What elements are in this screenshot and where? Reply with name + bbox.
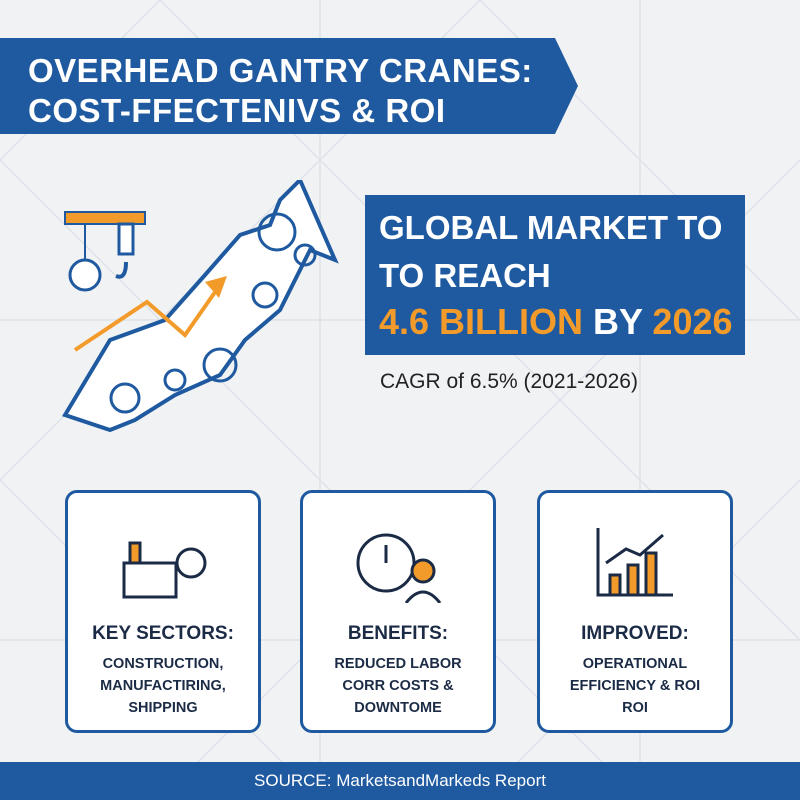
- card-line: MANUFACTIRING,: [100, 678, 226, 694]
- card: KEY SECTORS: CONSTRUCTION, MANUFACTIRING,…: [65, 490, 261, 733]
- headline-box: GLOBAL MARKET TO TO REACH 4.6 BILLION BY…: [365, 195, 745, 355]
- clock-worker-icon: [356, 533, 442, 603]
- title-banner: [0, 38, 578, 134]
- card-lines: OPERATIONAL EFFICIENCY & ROI ROI: [540, 653, 730, 719]
- card-title: IMPROVED:: [581, 623, 689, 644]
- card-line: CORR COSTS &: [342, 678, 454, 694]
- headline-year: 2026: [652, 301, 733, 342]
- bar-chart-icon: [596, 528, 673, 597]
- card-line: SHIPPING: [128, 700, 198, 716]
- title-line: OVERHEAD GANTRY CRANES:: [28, 52, 533, 89]
- card-line: DOWNTOME: [354, 700, 442, 716]
- card: BENEFITS: REDUCED LABOR CORR COSTS & DOWNT…: [300, 490, 496, 733]
- title-line: COST-FFECTENIVS & ROI: [28, 92, 446, 129]
- card-line: CONSTRUCTION,: [102, 656, 224, 672]
- headline-line: 4.6 BILLION BY 2026: [379, 301, 733, 343]
- headline-amount: 4.6 BILLION: [379, 301, 584, 342]
- card-title: BENEFITS:: [347, 623, 449, 644]
- footer: SOURCE: MarketsandMarkeds Report: [0, 762, 800, 800]
- card-line: ROI: [622, 700, 648, 716]
- card-title: KEY SECTORS:: [92, 623, 234, 644]
- growth-illustration: [62, 180, 339, 433]
- headline-by: BY: [593, 301, 643, 342]
- card-lines: REDUCED LABOR CORR COSTS & DOWNTOME: [303, 653, 493, 719]
- card-line: EFFICIENCY & ROI: [569, 678, 701, 694]
- factory-icon: [122, 541, 207, 599]
- card-lines: CONSTRUCTION, MANUFACTIRING, SHIPPING: [68, 653, 258, 719]
- card-line: REDUCED LABOR: [334, 656, 462, 672]
- headline-line: GLOBAL MARKET TO: [379, 209, 723, 246]
- card: IMPROVED: OPERATIONAL EFFICIENCY & ROI ROI: [537, 490, 733, 733]
- headline-line: TO REACH: [379, 257, 551, 294]
- cagr: CAGR of 6.5% (2021-2026): [380, 370, 638, 393]
- card-line: OPERATIONAL: [582, 656, 688, 672]
